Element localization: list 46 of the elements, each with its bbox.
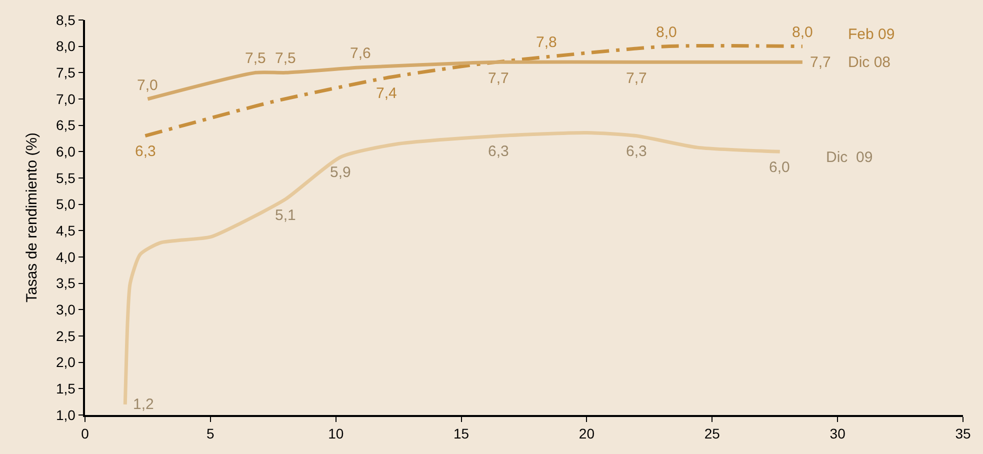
y-tick-label: 4,0 [56,248,76,265]
y-tick-label: 6,0 [56,144,76,160]
data-label: 8,0 [656,24,677,41]
y-tick-label: 2,0 [56,354,76,370]
data-label: 5,1 [275,207,296,224]
text: Dic 09 [826,149,873,166]
data-label: 7,4 [376,85,397,102]
x-tick-label: 35 [955,426,971,442]
y-tick-label: 6,5 [56,117,76,134]
x-tick-label: 15 [454,426,470,442]
y-tick-label: 3,0 [56,302,76,318]
y-tick-label: 5,5 [56,170,76,186]
x-tick-label: 20 [578,426,595,442]
data-label: 7,5 [275,50,296,67]
x-tick-label: 30 [830,426,846,442]
y-tick-label: 3,5 [56,275,76,292]
data-label: 5,9 [330,164,351,181]
x-tick-label: 10 [328,426,344,442]
data-label: 7,8 [536,34,557,51]
y-tick-label: 5,0 [56,196,76,212]
data-label: 7,7 [488,70,509,87]
y-tick-label: 1,0 [56,406,76,423]
y-tick-label: 2,5 [56,328,76,344]
y-axis-title: Tasas de rendimiento (%) [24,132,41,303]
data-label: 6,0 [769,159,790,176]
y-tick-label: 8,5 [56,12,76,28]
data-label: 6,3 [488,143,509,160]
y-tick-label: 1,5 [56,380,76,397]
data-label: 7,7 [626,70,647,87]
data-label: 6,3 [135,143,156,160]
data-label: 6,3 [626,143,647,160]
data-label: 7,5 [245,50,266,67]
y-tick-label: 7,5 [56,64,76,81]
data-label: 7,0 [137,77,158,94]
data-label: 7,7 [810,54,831,71]
data-label: 7,6 [350,45,371,62]
data-label: 1,2 [133,396,154,413]
x-tick-label: 5 [206,426,215,442]
y-tick-label: 8,0 [56,38,76,54]
y-tick-label: 4,5 [56,222,76,239]
x-tick-label: 0 [81,426,90,442]
x-tick-label: 25 [704,426,720,442]
text: Feb 09 [848,26,895,43]
data-label: 8,0 [792,24,813,41]
y-tick-label: 7,0 [56,90,76,107]
text: Dic 08 [848,54,891,71]
